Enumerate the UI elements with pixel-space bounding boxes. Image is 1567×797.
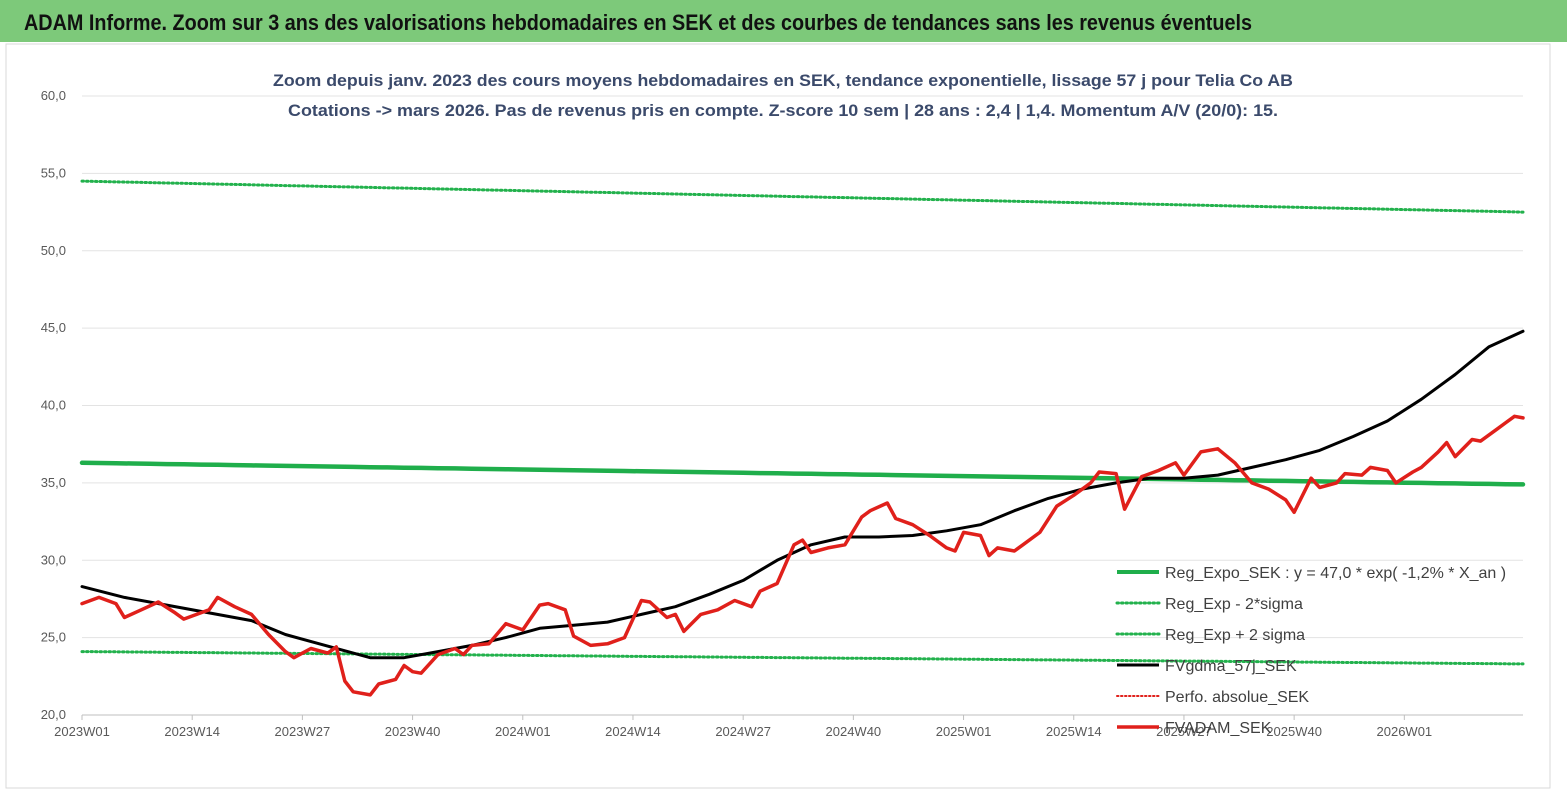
chart-border [5,43,1551,789]
x-tick-label: 2023W40 [385,724,441,739]
line-chart: Zoom depuis janv. 2023 des cours moyens … [5,43,1551,789]
y-tick-label: 45,0 [41,320,66,335]
report-title: ADAM Informe. Zoom sur 3 ans des valoris… [24,10,1253,35]
legend-label-fvgdma: FVgdma_57j_SEK [1165,658,1297,675]
chart-title: Zoom depuis janv. 2023 des cours moyens … [273,71,1293,90]
x-tick-label: 2023W14 [164,724,220,739]
series-line-fvadam [80,414,1525,697]
series-line-reg_expo [79,460,1526,487]
y-tick-label: 60,0 [41,88,66,103]
series-line-reg_upper [80,179,1525,214]
y-axis: 20,0 25,0 30,0 35,0 40,0 45,0 50,0 55,0 60,0 [41,88,66,722]
chart-series [79,179,1526,697]
legend-label-reg_upper: Reg_Exp + 2 sigma [1165,627,1305,644]
series-line-fvgdma [80,329,1525,660]
x-tick-label: 2023W27 [275,724,331,739]
x-tick-label: 2025W40 [1266,724,1322,739]
legend-label-reg_lower: Reg_Exp - 2*sigma [1165,596,1303,613]
y-tick-label: 40,0 [41,398,66,413]
legend-label-fvadam: FVADAM_SEK [1165,720,1272,737]
y-tick-label: 55,0 [41,165,66,180]
chart-legend: Reg_Expo_SEK : y = 47,0 * exp( -1,2% * X… [1115,565,1506,737]
x-tick-label: 2023W01 [54,724,110,739]
y-tick-label: 50,0 [41,243,66,258]
x-tick-label: 2026W01 [1377,724,1433,739]
x-tick-label: 2024W40 [826,724,882,739]
legend-label-reg_expo: Reg_Expo_SEK : y = 47,0 * exp( -1,2% * X… [1165,565,1506,582]
chart-gridlines [82,95,1523,716]
x-tick-label: 2024W27 [715,724,771,739]
x-tick-label: 2025W27 [1156,724,1212,739]
y-tick-label: 35,0 [41,475,66,490]
x-axis: 2023W01 2023W14 2023W27 2023W40 2024W01 2024W… [54,714,1523,739]
y-tick-label: 20,0 [41,707,66,722]
x-tick-label: 2025W14 [1046,724,1102,739]
y-tick-label: 25,0 [41,630,66,645]
x-tick-label: 2025W01 [936,724,992,739]
x-tick-label: 2024W14 [605,724,661,739]
chart-frame: Zoom depuis janv. 2023 des cours moyens … [0,42,1567,792]
report-header-banner: ADAM Informe. Zoom sur 3 ans des valoris… [0,0,1567,42]
y-tick-label: 30,0 [41,552,66,567]
chart-subtitle: Cotations -> mars 2026. Pas de revenus p… [288,101,1278,120]
series-line-reg_lower [80,650,1525,666]
x-tick-label: 2024W01 [495,724,551,739]
legend-label-perfo: Perfo. absolue_SEK [1165,689,1309,706]
